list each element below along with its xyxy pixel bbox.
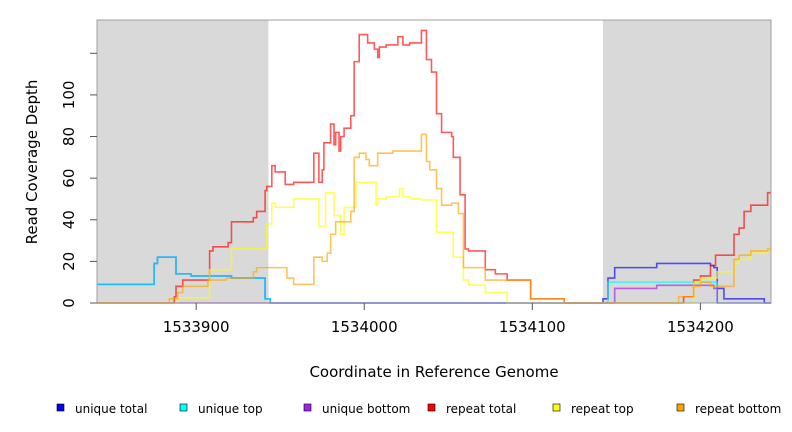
legend-swatch-repeat-total bbox=[427, 403, 436, 412]
x-tick-label: 1534000 bbox=[331, 318, 398, 336]
x-tick-label: 1533900 bbox=[163, 318, 230, 336]
legend-label: repeat total bbox=[446, 402, 516, 416]
y-tick-label: 80 bbox=[60, 127, 78, 146]
legend-swatch-unique-total bbox=[56, 403, 65, 412]
x-axis: 1533900 1534000 1534100 1534200 bbox=[163, 303, 734, 336]
legend-label: repeat bottom bbox=[695, 402, 781, 416]
legend-label: unique bottom bbox=[322, 402, 410, 416]
legend: unique total unique top unique bottom repea… bbox=[56, 402, 781, 416]
legend-label: unique top bbox=[198, 402, 263, 416]
x-tick-label: 1534200 bbox=[667, 318, 734, 336]
y-axis: 0 20 40 60 80 100 bbox=[60, 52, 97, 308]
legend-swatch-unique-top bbox=[179, 403, 188, 412]
legend-swatch-unique-bottom bbox=[303, 403, 312, 412]
legend-label: repeat top bbox=[571, 402, 634, 416]
y-axis-label: Read Coverage Depth bbox=[23, 80, 41, 245]
y-tick-label: 40 bbox=[60, 210, 78, 229]
series-line-unique-top bbox=[97, 256, 771, 304]
shaded-regions bbox=[97, 20, 771, 303]
shaded-region bbox=[97, 20, 269, 303]
series-line-repeat-bottom bbox=[97, 133, 771, 304]
legend-swatch-repeat-bottom bbox=[676, 403, 685, 412]
x-tick-label: 1534100 bbox=[499, 318, 566, 336]
y-tick-label: 20 bbox=[60, 252, 78, 271]
series-line-unique-bottom bbox=[97, 284, 771, 304]
y-tick-label: 100 bbox=[60, 81, 78, 110]
plot-frame bbox=[96, 19, 772, 304]
series-line-repeat-top bbox=[97, 181, 771, 304]
legend-swatch-repeat-top bbox=[552, 403, 561, 412]
y-tick-label: 60 bbox=[60, 169, 78, 188]
x-axis-label: Coordinate in Reference Genome bbox=[309, 363, 558, 381]
shaded-region bbox=[602, 20, 771, 303]
legend-label: unique total bbox=[75, 402, 147, 416]
y-tick-label: 0 bbox=[60, 298, 78, 308]
